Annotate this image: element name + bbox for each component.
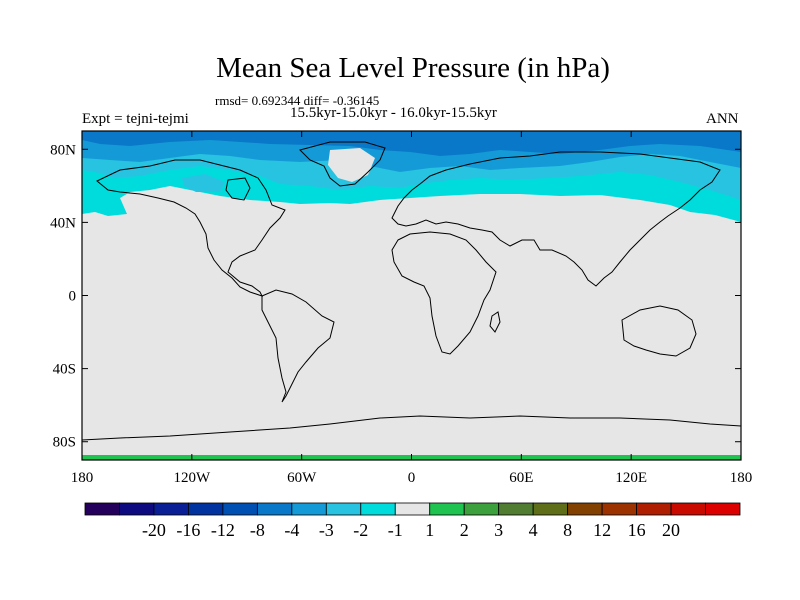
lon-tick-label: 180 <box>71 470 94 486</box>
colorbar-swatch <box>463 502 500 516</box>
colorbar-swatch <box>705 502 741 516</box>
lon-tick-label: 180 <box>730 470 753 486</box>
colorbar-swatch <box>222 502 258 516</box>
colorbar-swatch <box>636 502 672 516</box>
colorbar-swatch <box>601 502 637 516</box>
anomaly-patch-greenland <box>328 148 375 182</box>
coastline-greenland <box>299 141 386 187</box>
lon-tick-label: 0 <box>408 470 416 486</box>
colorbar-label: -8 <box>250 520 265 540</box>
coastline-south-america <box>261 289 335 403</box>
longitude-axis: 180 120W 60W 0 60E 120E 180 <box>71 131 753 486</box>
colorbar-label: 12 <box>593 520 611 540</box>
colorbar-label: 3 <box>494 520 503 540</box>
colorbar-swatch <box>532 502 569 516</box>
colorbar-label: -2 <box>353 520 368 540</box>
colorbar-swatch <box>498 502 534 516</box>
lat-tick-label: 80N <box>50 142 76 158</box>
latitude-axis: 80N 40N 0 40S 80S <box>50 142 741 451</box>
colorbar-label: -16 <box>176 520 200 540</box>
lon-tick-label: 120E <box>615 470 647 486</box>
lat-tick-label: 40N <box>50 215 76 231</box>
colorbar-swatch <box>394 502 431 516</box>
coastline-antarctica <box>81 415 742 441</box>
colorbar-label: 16 <box>628 520 646 540</box>
colorbar: -20 -16 -12 -8 -4 -3 -2 -1 1 2 3 4 8 12 16 20 <box>84 502 741 540</box>
lon-tick-label: 60W <box>287 470 317 486</box>
lon-tick-label: 120W <box>173 470 211 486</box>
map-frame: 180 120W 60W 0 60E 120E 180 80N 40N 0 40S 80S <box>50 130 753 486</box>
period-subtitle: 15.5kyr-15.0kyr - 16.0kyr-15.5kyr <box>290 105 497 121</box>
colorbar-swatch <box>567 502 603 516</box>
colorbar-swatch <box>670 502 706 516</box>
colorbar-swatch <box>291 502 327 516</box>
lat-tick-label: 0 <box>69 289 77 305</box>
colorbar-label: 20 <box>662 520 680 540</box>
statistics-line: rmsd= 0.692344 diff= -0.36145 <box>215 93 380 108</box>
coastline-africa <box>391 231 497 355</box>
colorbar-swatch <box>84 502 120 516</box>
colorbar-label: 4 <box>529 520 538 540</box>
coastline-north-america <box>96 159 286 297</box>
coastline-hudson-bay <box>225 177 251 201</box>
season-label: ANN <box>706 111 739 127</box>
colorbar-swatch <box>325 502 362 516</box>
colorbar-swatch <box>429 502 465 516</box>
colorbar-label: -4 <box>284 520 299 540</box>
colorbar-swatch <box>153 502 189 516</box>
page-title: Mean Sea Level Pressure (in hPa) <box>216 52 610 84</box>
colorbar-swatch <box>188 502 224 516</box>
anomaly-fields <box>82 131 741 460</box>
colorbar-label: -1 <box>388 520 403 540</box>
lat-tick-label: 80S <box>53 435 76 451</box>
experiment-label: Expt = tejni-tejmi <box>82 111 189 127</box>
colorbar-label: 8 <box>563 520 572 540</box>
colorbar-label: -3 <box>319 520 334 540</box>
colorbar-label: 2 <box>460 520 469 540</box>
colorbar-swatch <box>119 502 155 516</box>
colorbar-label: -12 <box>211 520 235 540</box>
colorbar-label: -20 <box>142 520 166 540</box>
colorbar-swatch <box>360 502 396 516</box>
lat-tick-label: 40S <box>53 362 76 378</box>
coastline-madagascar <box>489 311 501 333</box>
lon-tick-label: 60E <box>509 470 533 486</box>
coastline-eurasia <box>391 151 721 287</box>
anomaly-patch-north-america <box>182 174 225 192</box>
coastline-australia <box>621 305 697 357</box>
coastlines <box>81 141 742 441</box>
colorbar-swatch <box>256 502 293 516</box>
colorbar-label: 1 <box>425 520 434 540</box>
anomaly-band-minus4 <box>82 131 741 156</box>
